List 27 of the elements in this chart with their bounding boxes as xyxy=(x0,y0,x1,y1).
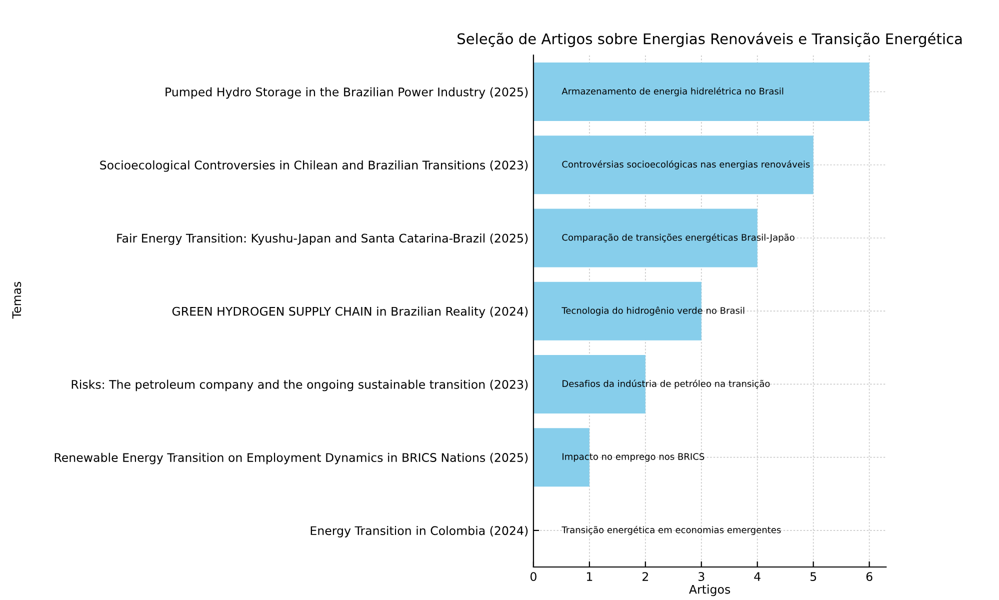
bar xyxy=(533,282,702,340)
y-tick-label: Socioecological Controversies in Chilean and Brazilian Transitions (2023) xyxy=(100,160,528,172)
annotation: Comparação de transições energéticas Brasil-Japão xyxy=(562,233,794,243)
annotation: Controvérsias socioecológicas nas energias renováveis xyxy=(562,160,810,170)
annotation: Desafios da indústria de petróleo na transição xyxy=(562,380,770,389)
x-tick-label: 6 xyxy=(866,572,872,581)
y-tick-label: Risks: The petroleum company and the ongoing sustainable transition (2023) xyxy=(72,380,528,392)
chart-title: Seleção de Artigos sobre Energias Renováveis e Transição Energética xyxy=(458,32,962,48)
y-tick-label: Energy Transition in Colombia (2024) xyxy=(310,526,528,538)
bar xyxy=(533,136,814,194)
bar xyxy=(533,62,870,122)
annotation: Impacto no emprego nos BRICS xyxy=(562,453,704,462)
y-axis-title: Temas xyxy=(12,282,22,319)
x-tick-label: 2 xyxy=(642,572,648,581)
annotation: Tecnologia do hidrogênio verde no Brasil xyxy=(562,306,744,316)
x-tick-label: 0 xyxy=(530,572,536,581)
y-tick-label: Renewable Energy Transition on Employment Dynamics in BRICS Nations (2025) xyxy=(54,452,528,464)
x-tick-label: 5 xyxy=(810,572,816,581)
x-tick-label: 4 xyxy=(754,572,760,581)
y-tick-label: Pumped Hydro Storage in the Brazilian Power Industry (2025) xyxy=(166,87,528,99)
annotation: Armazenamento de energia hidrelétrica no Brasil xyxy=(562,87,784,96)
x-tick-label: 3 xyxy=(698,572,704,581)
x-tick-label: 1 xyxy=(586,572,592,581)
y-tick-label: GREEN HYDROGEN SUPPLY CHAIN in Brazilian Reality (2024) xyxy=(172,306,528,318)
annotation: Transição energética em economias emergentes xyxy=(562,526,781,535)
x-axis-title: Artigos xyxy=(689,584,730,596)
y-tick-label: Fair Energy Transition: Kyushu-Japan and Santa Catarina-Brazil (2025) xyxy=(117,234,528,245)
